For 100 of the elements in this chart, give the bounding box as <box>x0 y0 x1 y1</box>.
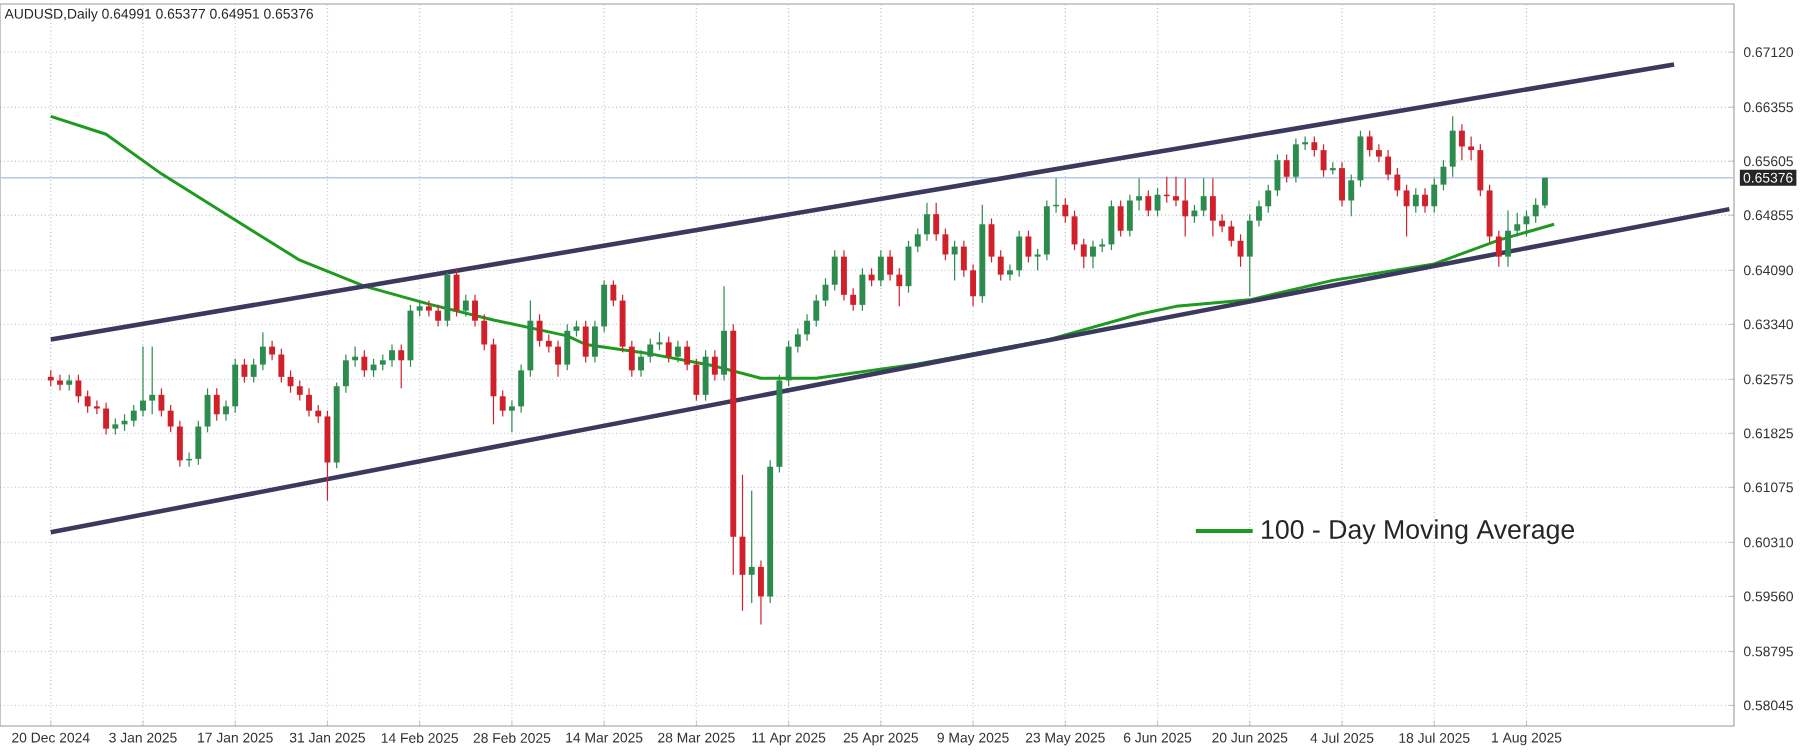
candlestick <box>324 410 331 502</box>
candlestick <box>850 287 857 312</box>
candlestick <box>269 340 276 361</box>
candlestick <box>481 313 488 351</box>
candlestick <box>914 227 921 253</box>
candlestick <box>1320 143 1327 178</box>
line-series <box>49 114 1556 380</box>
candlestick <box>757 559 764 626</box>
candlestick <box>1311 135 1318 158</box>
candlestick <box>1422 187 1428 214</box>
candlestick <box>232 358 239 414</box>
candlestick <box>960 240 967 278</box>
candlestick <box>1007 263 1013 281</box>
candlestick <box>638 349 644 378</box>
candlestick <box>472 294 478 328</box>
candlestick <box>813 294 820 328</box>
candlestick <box>887 249 894 281</box>
candlestick <box>555 340 561 378</box>
candlestick <box>684 340 691 371</box>
candlestick <box>647 338 654 364</box>
candlestick <box>462 294 469 317</box>
candlestick <box>1431 177 1438 214</box>
candlestick <box>1246 213 1253 297</box>
candlestick <box>130 404 137 428</box>
candlestick <box>1532 197 1539 224</box>
candlestick <box>924 202 930 242</box>
candlestick <box>1458 123 1465 161</box>
candlestick <box>195 420 202 466</box>
candlestick <box>1228 220 1235 248</box>
candlestick <box>665 335 672 364</box>
candlestick <box>84 389 91 414</box>
candlestick <box>1108 199 1115 251</box>
candlestick <box>223 400 229 422</box>
candlestick <box>1182 177 1189 238</box>
candlestick <box>1486 184 1493 243</box>
candlestick <box>1090 240 1096 269</box>
candlestick <box>508 400 515 433</box>
candlestick <box>1366 130 1373 158</box>
candlestick <box>361 349 368 378</box>
candlestick <box>259 331 266 371</box>
candlestick <box>167 404 174 433</box>
candlestick <box>785 340 792 387</box>
candlestick <box>453 267 460 317</box>
candlestick <box>702 349 709 402</box>
candlestick <box>1403 184 1410 238</box>
candlestick <box>306 387 312 418</box>
candlestick <box>619 294 626 353</box>
candlestick <box>176 420 183 468</box>
candlestick <box>841 249 847 302</box>
candlestick <box>435 304 442 328</box>
candlestick <box>1025 230 1032 263</box>
candlestick <box>1200 177 1207 217</box>
candlestick <box>1292 137 1299 184</box>
candlestick <box>748 489 755 604</box>
candlestick <box>93 400 100 415</box>
candlestick <box>1394 167 1401 197</box>
candlestick <box>278 348 285 384</box>
candlestick <box>1514 212 1521 238</box>
candlestick <box>103 402 110 436</box>
candlestick <box>287 369 294 394</box>
candlestick <box>1126 194 1133 238</box>
candlestick <box>241 358 248 384</box>
candlestick <box>250 358 257 384</box>
candlestick <box>149 346 156 415</box>
candlestick <box>877 249 884 287</box>
candlestick <box>342 353 349 394</box>
candlestick <box>1375 143 1382 163</box>
candlestick <box>711 349 718 382</box>
candlestick <box>1495 230 1502 268</box>
candlestick <box>591 320 598 364</box>
candlestick <box>1173 176 1179 207</box>
candlestick <box>536 313 543 348</box>
candlestick <box>1034 248 1041 271</box>
candlestick <box>1505 209 1511 268</box>
candlestick <box>1541 177 1548 209</box>
candlestick <box>693 358 700 402</box>
candlestick <box>970 263 977 307</box>
candlestick <box>804 313 811 342</box>
candlestick <box>1348 173 1355 217</box>
candlestick <box>564 323 571 371</box>
candlestick <box>158 387 165 418</box>
candlestick <box>831 249 838 292</box>
candlestick <box>296 379 303 402</box>
candlestick <box>1117 199 1124 238</box>
candlestick <box>1302 135 1309 151</box>
candlestick <box>674 340 681 364</box>
candlestick <box>1062 197 1069 224</box>
candlestick <box>1477 143 1484 197</box>
candlestick <box>1339 161 1345 207</box>
candlestick <box>1209 177 1216 238</box>
candlestick <box>1016 230 1023 278</box>
candlestick <box>213 387 220 422</box>
candlestick <box>398 343 405 389</box>
candlestick <box>721 285 727 382</box>
candlestick <box>1136 177 1143 212</box>
candlestick <box>75 374 82 404</box>
candlestick <box>1256 199 1262 228</box>
candlestick <box>942 227 949 261</box>
candlestick <box>1265 184 1272 214</box>
candlestick <box>1449 115 1456 178</box>
